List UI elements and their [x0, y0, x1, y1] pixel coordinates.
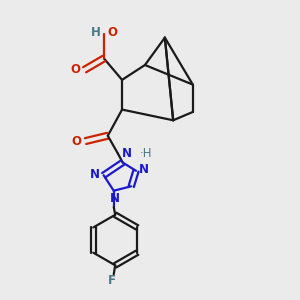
Text: O: O [71, 63, 81, 76]
Text: ·H: ·H [139, 147, 152, 160]
Text: O: O [72, 135, 82, 148]
Text: N: N [122, 147, 131, 160]
Text: H: H [91, 26, 100, 39]
Text: N: N [140, 163, 149, 176]
Text: F: F [108, 274, 116, 287]
Text: N: N [90, 168, 100, 181]
Text: O: O [108, 26, 118, 39]
Text: N: N [110, 192, 120, 205]
